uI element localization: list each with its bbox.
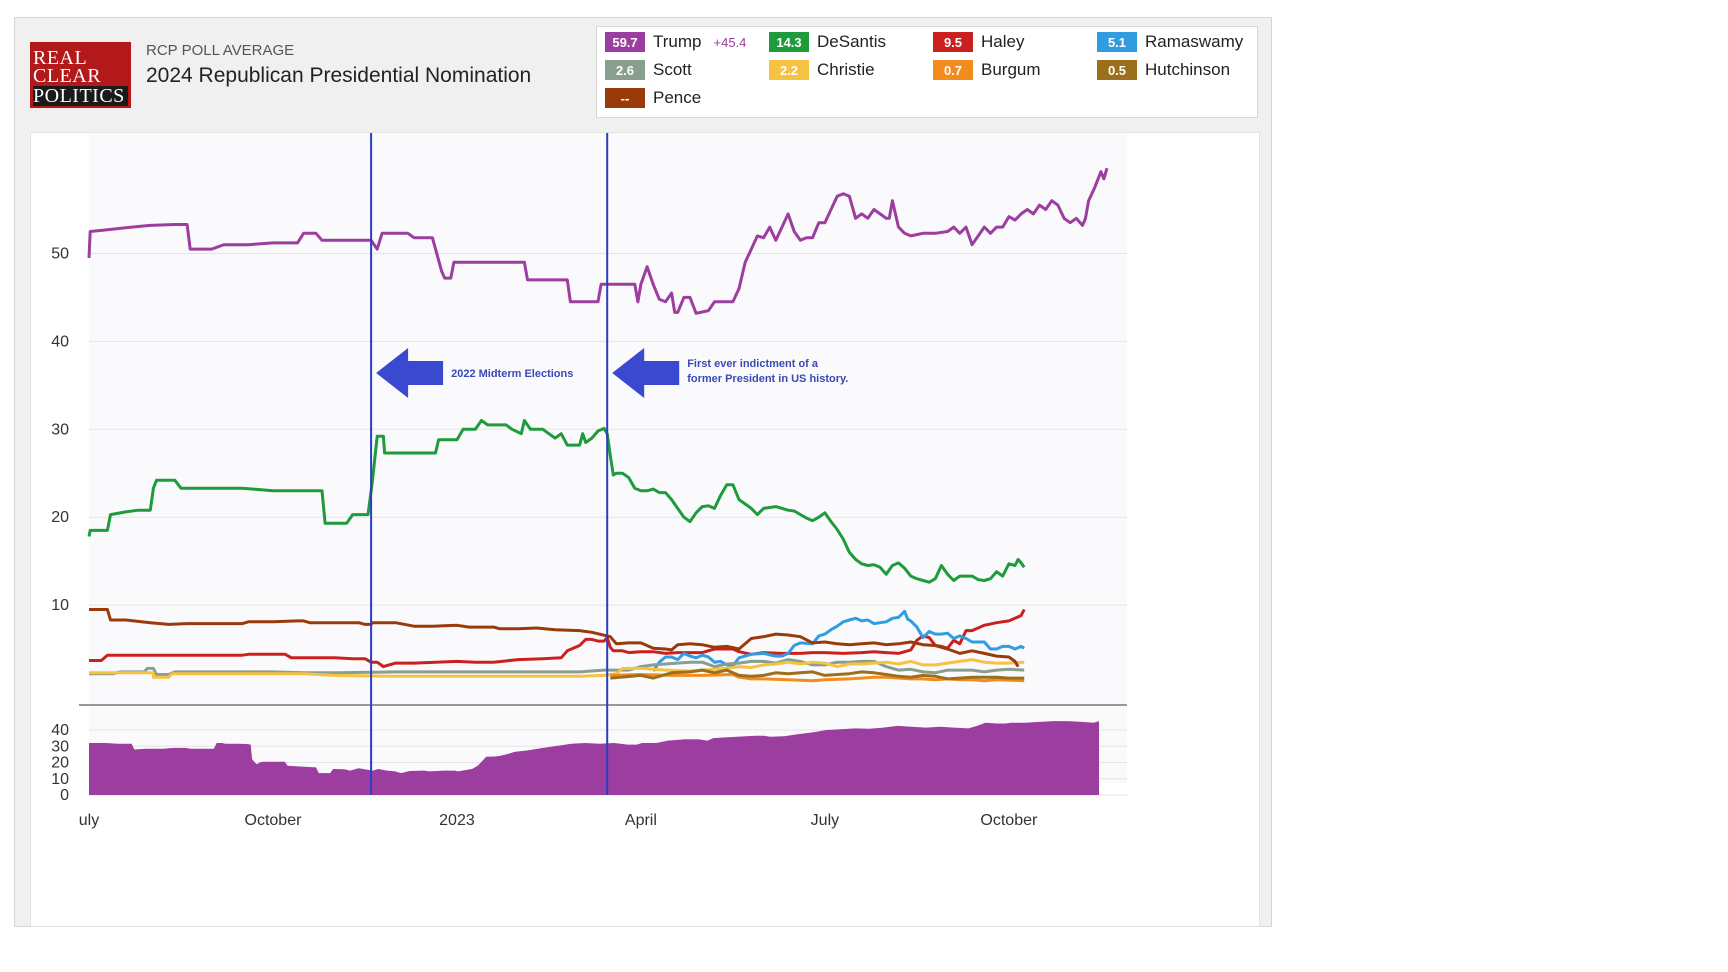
- legend-item-scott[interactable]: 2.6 Scott: [605, 59, 692, 81]
- legend-item-ramaswamy[interactable]: 5.1 Ramaswamy: [1097, 31, 1243, 53]
- series-line-christie: [89, 658, 1025, 679]
- legend-value-badge: 2.2: [769, 60, 809, 80]
- logo-word-1: REAL: [33, 47, 88, 69]
- chart-title: 2024 Republican Presidential Nomination: [146, 64, 532, 87]
- spread-tick-label: 30: [51, 738, 69, 755]
- legend-value-badge: --: [605, 88, 645, 108]
- spread-tick-label: 40: [51, 722, 69, 739]
- legend-name: Haley: [981, 32, 1025, 51]
- series-line-scott: [89, 658, 1025, 676]
- spread-tick-label: 0: [60, 787, 69, 804]
- legend-item-trump[interactable]: 59.7 Trump +45.4: [605, 31, 746, 53]
- legend-name: Scott: [653, 60, 692, 79]
- event-label: 2022 Midterm Elections: [451, 368, 573, 380]
- legend: 59.7 Trump +45.4 14.3 DeSantis 9.5 Haley…: [596, 26, 1258, 118]
- chart-kicker: RCP POLL AVERAGE: [146, 42, 295, 59]
- series-line-hutchinson: [610, 668, 1025, 681]
- series-line-desantis: [87, 419, 1026, 584]
- legend-name: Hutchinson: [1145, 60, 1231, 79]
- y-tick-label: 20: [51, 509, 69, 526]
- legend-item-pence[interactable]: -- Pence: [605, 87, 701, 109]
- spread-area: [89, 721, 1099, 795]
- x-tick-label: October: [245, 812, 303, 829]
- y-tick-label: 10: [51, 597, 69, 614]
- legend-spread: +45.4: [713, 34, 747, 50]
- realclearpolitics-logo[interactable]: REAL CLEAR POLITICS: [30, 42, 131, 108]
- legend-value-badge: 5.1: [1097, 32, 1137, 52]
- legend-item-haley[interactable]: 9.5 Haley: [933, 31, 1024, 53]
- spread-tick-label: 10: [51, 771, 69, 788]
- event-label: First ever indictment of a: [687, 358, 819, 370]
- series-line-haley: [89, 608, 1026, 669]
- series-line-trump: [87, 167, 1109, 315]
- legend-name: Trump: [653, 32, 702, 51]
- legend-name: DeSantis: [817, 32, 886, 51]
- y-tick-label: 30: [51, 421, 69, 438]
- event-label: former President in US history.: [687, 373, 848, 385]
- spread-tick-label: 20: [51, 755, 69, 772]
- series-line-pence: [89, 608, 1020, 668]
- legend-name: Christie: [817, 60, 875, 79]
- x-tick-label: October: [980, 812, 1038, 829]
- legend-value-badge: 0.7: [933, 60, 973, 80]
- legend-name: Pence: [653, 88, 702, 107]
- legend-value-badge: 14.3: [769, 32, 809, 52]
- x-tick-label: April: [625, 812, 657, 829]
- legend-item-desantis[interactable]: 14.3 DeSantis: [769, 31, 886, 53]
- legend-name: Burgum: [981, 60, 1041, 79]
- x-tick-label: 2023: [439, 812, 475, 829]
- series-line-ramaswamy: [651, 609, 1025, 672]
- legend-name: Ramaswamy: [1145, 32, 1244, 51]
- legend-item-hutchinson[interactable]: 0.5 Hutchinson: [1097, 59, 1230, 81]
- legend-item-christie[interactable]: 2.2 Christie: [769, 59, 875, 81]
- event-arrow: [376, 348, 444, 398]
- logo-word-2: CLEAR: [33, 65, 102, 87]
- legend-value-badge: 59.7: [605, 32, 645, 52]
- event-arrow: [612, 348, 680, 398]
- series-line-burgum: [610, 673, 1025, 683]
- y-tick-label: 40: [51, 333, 69, 350]
- x-tick-label: uly: [79, 812, 99, 829]
- legend-item-burgum[interactable]: 0.7 Burgum: [933, 59, 1041, 81]
- logo-word-3: POLITICS: [33, 86, 128, 106]
- legend-value-badge: 2.6: [605, 60, 645, 80]
- legend-value-badge: 0.5: [1097, 60, 1137, 80]
- legend-value-badge: 9.5: [933, 32, 973, 52]
- y-tick-label: 50: [51, 245, 69, 262]
- plot-area: 10 20 30 40 50 0 10 20 30 40 uly October 2023 April Ju…: [30, 132, 1260, 927]
- x-tick-label: July: [811, 812, 839, 829]
